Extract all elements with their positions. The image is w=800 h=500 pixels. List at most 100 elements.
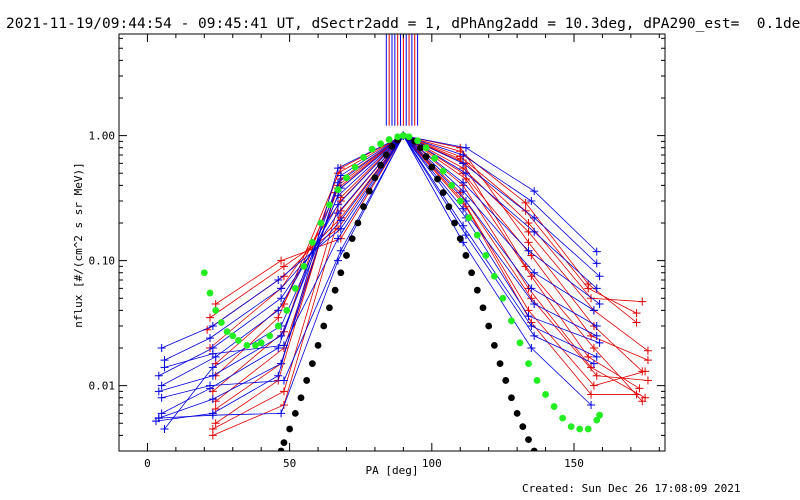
green-fit-dot (308, 238, 316, 246)
black-fit-dot (280, 439, 288, 447)
blue-plus-marker (530, 299, 539, 308)
blue-plus-marker (587, 401, 596, 409)
black-fit-dot (445, 203, 453, 211)
green-fit-dot (200, 269, 208, 277)
black-fit-dot (428, 163, 436, 171)
black-fit-dot (519, 423, 527, 431)
green-fit-dot (252, 341, 259, 349)
blue-plus-marker (530, 213, 539, 222)
black-fit-dot (371, 174, 379, 182)
black-fit-dot (314, 341, 322, 349)
blue-plus-marker (206, 334, 214, 343)
black-fit-dot (530, 447, 538, 451)
green-fit-dot (206, 289, 214, 297)
black-fit-dot (343, 252, 350, 259)
red-plus-marker (592, 371, 601, 380)
green-fit-dot (266, 332, 274, 340)
blue-series-line (158, 134, 592, 419)
blue-plus-marker (592, 247, 601, 256)
green-fit-dot (223, 328, 231, 336)
green-fit-dot (456, 197, 464, 205)
blue-plus-marker (459, 204, 468, 213)
red-series-line (212, 135, 649, 392)
blue-plus-marker (527, 344, 536, 353)
black-fit-dot (291, 409, 299, 417)
black-fit-dot (377, 161, 385, 169)
blue-plus-marker (154, 371, 163, 380)
black-fit-dot (417, 144, 424, 152)
blue-plus-marker (530, 331, 539, 340)
blue-plus-marker (157, 409, 166, 418)
y-tick-label: 1.00 (89, 130, 116, 143)
blue-plus-marker (160, 356, 169, 365)
black-fit-dot (456, 235, 464, 243)
red-plus-marker (274, 313, 283, 322)
green-fit-dot (550, 403, 558, 410)
blue-series-line (158, 135, 597, 377)
red-plus-marker (584, 284, 593, 293)
blue-plus-marker (274, 371, 283, 380)
blue-plus-marker (277, 331, 286, 340)
y-axis-label: nflux [#/(cm^2 s sr MeV)] (72, 162, 85, 328)
blue-plus-marker (274, 306, 283, 315)
blue-plus-marker (461, 231, 470, 240)
black-fit-dot (473, 286, 481, 294)
black-fit-dot (508, 394, 515, 402)
green-fit-dot (596, 411, 603, 419)
blue-plus-marker (524, 312, 533, 321)
plot-frame (118, 33, 666, 452)
blue-plus-marker (592, 321, 601, 330)
x-tick-label: 0 (144, 457, 151, 470)
green-fit-dot (274, 322, 282, 330)
black-fit-dot (360, 203, 367, 211)
blue-plus-marker (333, 200, 342, 209)
blue-series-line (161, 135, 595, 386)
red-plus-marker (521, 198, 530, 207)
blue-series-line (158, 135, 598, 392)
green-fit-dot (229, 332, 237, 340)
blue-plus-marker (160, 363, 169, 372)
green-fit-dot (482, 252, 490, 259)
blue-plus-marker (208, 371, 217, 380)
y-tick-label: 0.01 (89, 380, 116, 393)
blue-plus-marker (336, 224, 345, 233)
black-fit-dot (479, 304, 487, 312)
black-fit-dot (331, 286, 339, 294)
black-fit-dot (439, 189, 447, 197)
blue-plus-marker (333, 256, 342, 265)
x-tick-label: 50 (283, 457, 296, 470)
blue-plus-marker (459, 187, 468, 196)
red-plus-marker (279, 262, 288, 271)
red-plus-marker (638, 297, 647, 306)
green-fit-dot (465, 214, 473, 222)
blue-series-line (164, 134, 597, 368)
blue-plus-marker (208, 395, 217, 404)
blue-plus-marker (279, 341, 288, 350)
chart-title: 2021-11-19/09:44:54 - 09:45:41 UT, dSect… (6, 16, 800, 32)
blue-plus-marker (279, 376, 288, 385)
green-fit-dot (525, 360, 532, 368)
black-fit-dot (513, 409, 521, 417)
green-fit-dot (283, 306, 291, 314)
red-plus-marker (632, 390, 641, 399)
green-fit-dot (499, 294, 507, 302)
blue-plus-marker (530, 227, 539, 236)
red-plus-marker (279, 272, 288, 281)
blue-series-line (158, 135, 598, 419)
black-fit-dot (525, 436, 532, 444)
red-series-line (215, 135, 643, 402)
blue-series-line (161, 134, 595, 399)
blue-plus-marker (157, 344, 166, 353)
blue-plus-marker (206, 381, 214, 390)
blue-plus-marker (154, 414, 163, 423)
red-plus-marker (632, 309, 641, 318)
red-plus-marker (524, 238, 533, 247)
green-fit-dot (300, 262, 308, 270)
red-plus-marker (279, 299, 288, 308)
black-fit-dot (286, 425, 294, 433)
blue-series-line (164, 135, 600, 430)
blue-plus-marker (595, 338, 604, 347)
green-fit-dot (317, 219, 325, 227)
black-fit-dot (308, 360, 316, 368)
red-series-line (215, 134, 637, 395)
